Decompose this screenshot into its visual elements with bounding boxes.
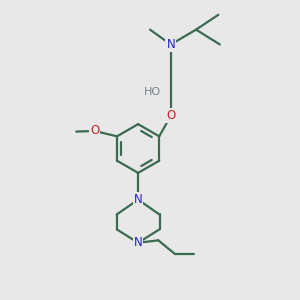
Text: N: N: [134, 193, 142, 206]
Text: O: O: [166, 109, 176, 122]
Text: N: N: [134, 236, 142, 249]
Text: O: O: [90, 124, 99, 137]
Text: N: N: [167, 38, 175, 51]
Text: HO: HO: [144, 87, 161, 97]
